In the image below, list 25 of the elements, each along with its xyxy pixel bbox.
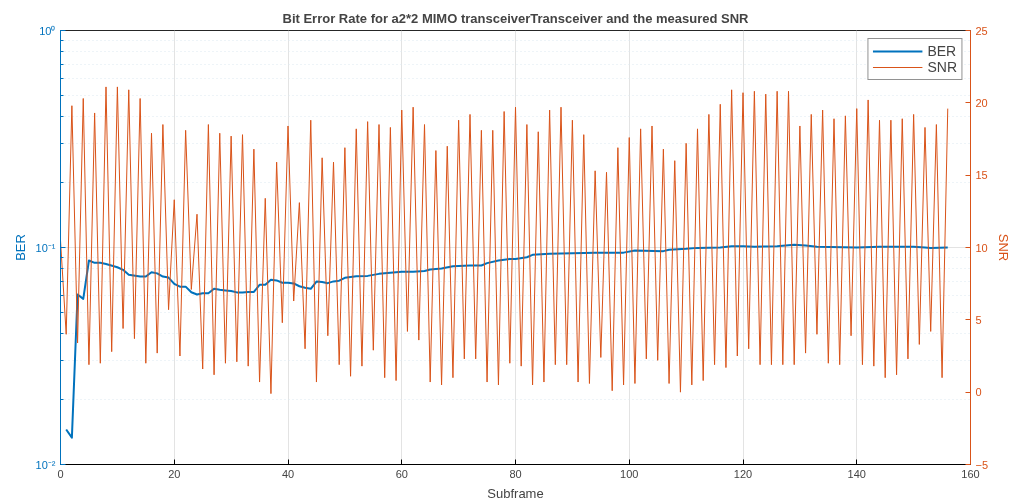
x-tick-label: 20: [168, 467, 181, 480]
x-tick-label: 60: [395, 467, 408, 480]
y2-axis-title: SNR: [996, 233, 1012, 262]
x-tick-label: 120: [733, 467, 753, 480]
x-tick-label: 140: [847, 467, 866, 480]
chart-title: Bit Error Rate for a2*2 MIMO transceiverTransceiver and the measured SNR: [282, 10, 750, 26]
x-tick-label: 80: [509, 467, 522, 480]
x-tick-label: 0: [57, 467, 64, 480]
y2-tick-label: 20: [975, 96, 988, 109]
y2-tick-label: 10: [975, 241, 988, 254]
x-tick-label: 40: [281, 467, 295, 480]
line-series: [60, 86, 949, 395]
y-tick-label: 10⁰: [39, 24, 56, 37]
x-tick-label: 100: [620, 467, 639, 480]
y-axis-title: BER: [12, 234, 28, 261]
y2-tick-label: 0: [975, 386, 982, 399]
y-tick-label: 10⁻²: [35, 458, 56, 471]
legend-label: SNR: [927, 59, 957, 75]
y2-tick-label: 25: [975, 24, 988, 37]
line-series: [65, 243, 949, 439]
legend-label: BER: [927, 43, 957, 59]
x-axis-title: Subframe: [487, 485, 544, 501]
y2-tick-label: 15: [975, 169, 988, 182]
y2-tick-label: 5: [975, 313, 982, 326]
y-tick-label: 10⁻¹: [35, 241, 56, 254]
